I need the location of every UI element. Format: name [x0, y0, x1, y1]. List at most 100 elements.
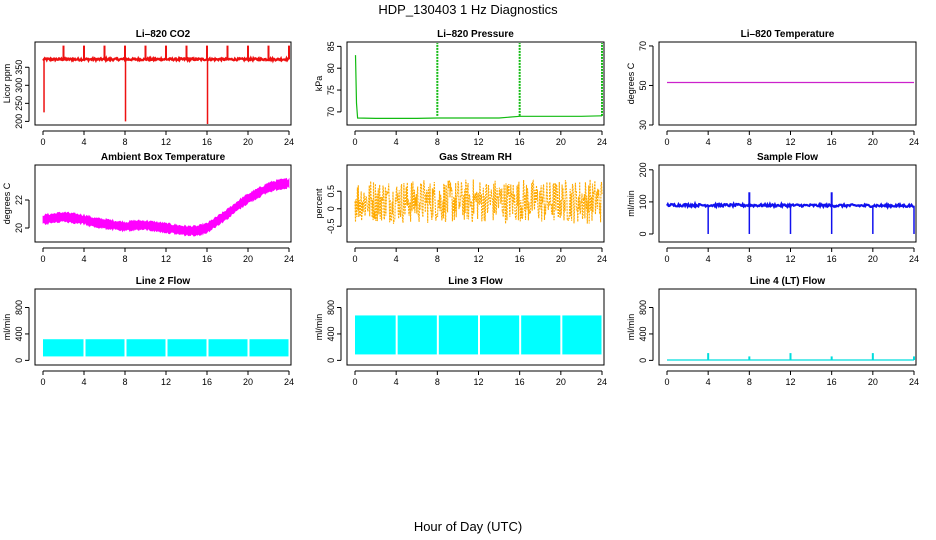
x-tick-label: 4: [81, 254, 86, 264]
y-axis-label: ml/min: [2, 314, 12, 341]
y-tick-label: 85: [326, 41, 336, 51]
plot-data: [667, 353, 915, 361]
x-tick-label: 24: [909, 137, 919, 147]
ambient-series-band: [42, 177, 290, 237]
x-tick-label: 16: [515, 377, 525, 387]
panel-sample_flow: Sample Flow 0 4 8 12 16 20 24 0 100 200 ml/min: [626, 152, 919, 264]
plot-frame: [34, 164, 292, 243]
x-tick-label: 20: [556, 377, 566, 387]
x-tick-label: 4: [706, 377, 711, 387]
y-tick-label: 70: [326, 107, 336, 117]
plot-frame: [346, 41, 605, 126]
y-axis-label: ml/min: [626, 190, 636, 217]
x-tick-label: 0: [40, 137, 45, 147]
x-tick-label: 20: [243, 254, 253, 264]
flow-band-segment: [43, 339, 84, 357]
x-tick-label: 8: [747, 377, 752, 387]
flow-band-segment: [480, 315, 520, 355]
flow-band-segment: [355, 315, 396, 355]
x-tick-label: 24: [284, 377, 294, 387]
x-tick-label: 16: [827, 377, 837, 387]
y-tick-label: 250: [14, 96, 24, 111]
x-tick-label: 8: [122, 137, 127, 147]
flow-band-segment: [521, 315, 561, 355]
x-tick-label: 8: [435, 137, 440, 147]
x-tick-label: 8: [747, 137, 752, 147]
x-axis-label: Hour of Day (UTC): [414, 519, 522, 534]
x-tick-label: 20: [868, 137, 878, 147]
y-axis-label: kPa: [314, 76, 324, 92]
x-tick-label: 8: [122, 254, 127, 264]
x-tick-label: 0: [664, 137, 669, 147]
y-tick-label: 0: [326, 206, 336, 211]
y-tick-label: -0.5: [326, 218, 336, 234]
x-tick-label: 24: [909, 377, 919, 387]
panel-ambient: Ambient Box Temperature 0 4 8 12 16 20 24 20 22de…: [2, 152, 294, 264]
series-line: [354, 55, 603, 119]
x-tick-label: 4: [706, 137, 711, 147]
y-axis-label: degrees C: [2, 182, 12, 224]
y-axis-label: degrees C: [626, 62, 636, 104]
x-tick-label: 4: [81, 137, 86, 147]
x-tick-label: 4: [394, 377, 399, 387]
plot-frame: [34, 41, 292, 126]
y-tick-label: 800: [326, 300, 336, 315]
y-tick-label: 800: [638, 300, 648, 315]
x-tick-label: 16: [515, 254, 525, 264]
x-tick-label: 12: [161, 377, 171, 387]
x-tick-label: 0: [352, 377, 357, 387]
panel-pressure: Li–820 Pressure 0 4 8 12 16 20 24 70 75 80 85 kPa: [314, 29, 607, 147]
x-tick-label: 0: [664, 377, 669, 387]
y-tick-label: 200: [638, 162, 648, 177]
y-tick-label: 22: [14, 195, 24, 205]
x-tick-label: 16: [202, 377, 212, 387]
panel-title: Li–820 CO2: [136, 29, 191, 40]
y-tick-label: 70: [638, 41, 648, 51]
x-tick-label: 12: [161, 137, 171, 147]
y-axis-label: percent: [314, 188, 324, 219]
plot-data: [354, 43, 603, 119]
y-tick-label: 100: [638, 194, 648, 209]
plot-frame: [658, 288, 917, 366]
x-tick-label: 8: [747, 254, 752, 264]
x-tick-label: 20: [868, 377, 878, 387]
y-tick-label: 0: [14, 358, 24, 363]
y-tick-label: 800: [14, 300, 24, 315]
x-tick-label: 16: [515, 137, 525, 147]
x-tick-label: 24: [597, 254, 607, 264]
flow-band-segment: [397, 315, 437, 355]
y-tick-label: 400: [638, 326, 648, 341]
plot-frame: [346, 288, 605, 366]
plot-data: [354, 179, 603, 224]
plot-frame: [658, 164, 917, 243]
panel-temperature: Li–820 Temperature 0 4 8 12 16 20 24 30 50 70 degre…: [626, 29, 919, 147]
x-tick-label: 12: [785, 377, 795, 387]
x-tick-label: 4: [81, 377, 86, 387]
x-tick-label: 8: [435, 377, 440, 387]
x-tick-label: 0: [40, 377, 45, 387]
y-tick-label: 350: [14, 60, 24, 75]
x-tick-label: 8: [435, 254, 440, 264]
y-tick-label: 0: [638, 231, 648, 236]
x-tick-label: 24: [284, 254, 294, 264]
y-axis-label: Licor ppm: [2, 64, 12, 104]
x-tick-label: 20: [556, 137, 566, 147]
panel-title: Sample Flow: [757, 152, 818, 163]
x-tick-label: 12: [785, 137, 795, 147]
x-tick-label: 16: [827, 137, 837, 147]
y-tick-label: 300: [14, 78, 24, 93]
x-tick-label: 20: [243, 377, 253, 387]
y-tick-label: 80: [326, 63, 336, 73]
panel-title: Li–820 Pressure: [437, 29, 514, 40]
panel-title: Line 4 (LT) Flow: [750, 276, 826, 287]
y-axis-label: ml/min: [314, 314, 324, 341]
x-tick-label: 12: [473, 137, 483, 147]
y-tick-label: 30: [638, 120, 648, 130]
plot-data: [666, 192, 915, 234]
flow-band-segment: [249, 339, 289, 357]
